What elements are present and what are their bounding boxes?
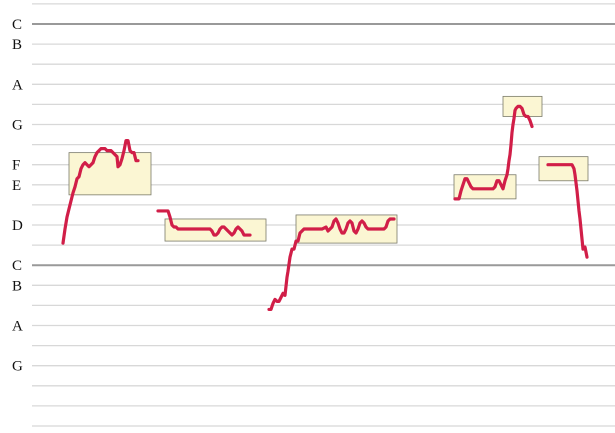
pitch-curves — [61, 104, 589, 312]
semitone-grid — [32, 3, 615, 427]
note-label: G — [12, 359, 23, 375]
highlight-box — [164, 218, 267, 242]
note-label: C — [12, 258, 22, 274]
note-label: A — [12, 77, 23, 93]
note-label: G — [12, 118, 23, 134]
note-label: E — [12, 178, 21, 194]
pitch-curve-segment — [546, 163, 589, 259]
note-label: D — [12, 218, 23, 234]
highlight-boxes — [68, 95, 589, 244]
highlight-box — [538, 156, 589, 182]
pitch-curve-segment — [61, 138, 140, 245]
note-label: B — [12, 278, 22, 294]
note-label: A — [12, 319, 23, 335]
note-label: F — [12, 158, 20, 174]
note-label: B — [12, 37, 22, 53]
pitch-curve-segment — [453, 104, 534, 201]
pitch-curve-segment — [156, 209, 252, 237]
pitch-curve-segment — [267, 217, 396, 312]
highlight-box — [502, 95, 543, 117]
note-label: C — [12, 17, 22, 33]
